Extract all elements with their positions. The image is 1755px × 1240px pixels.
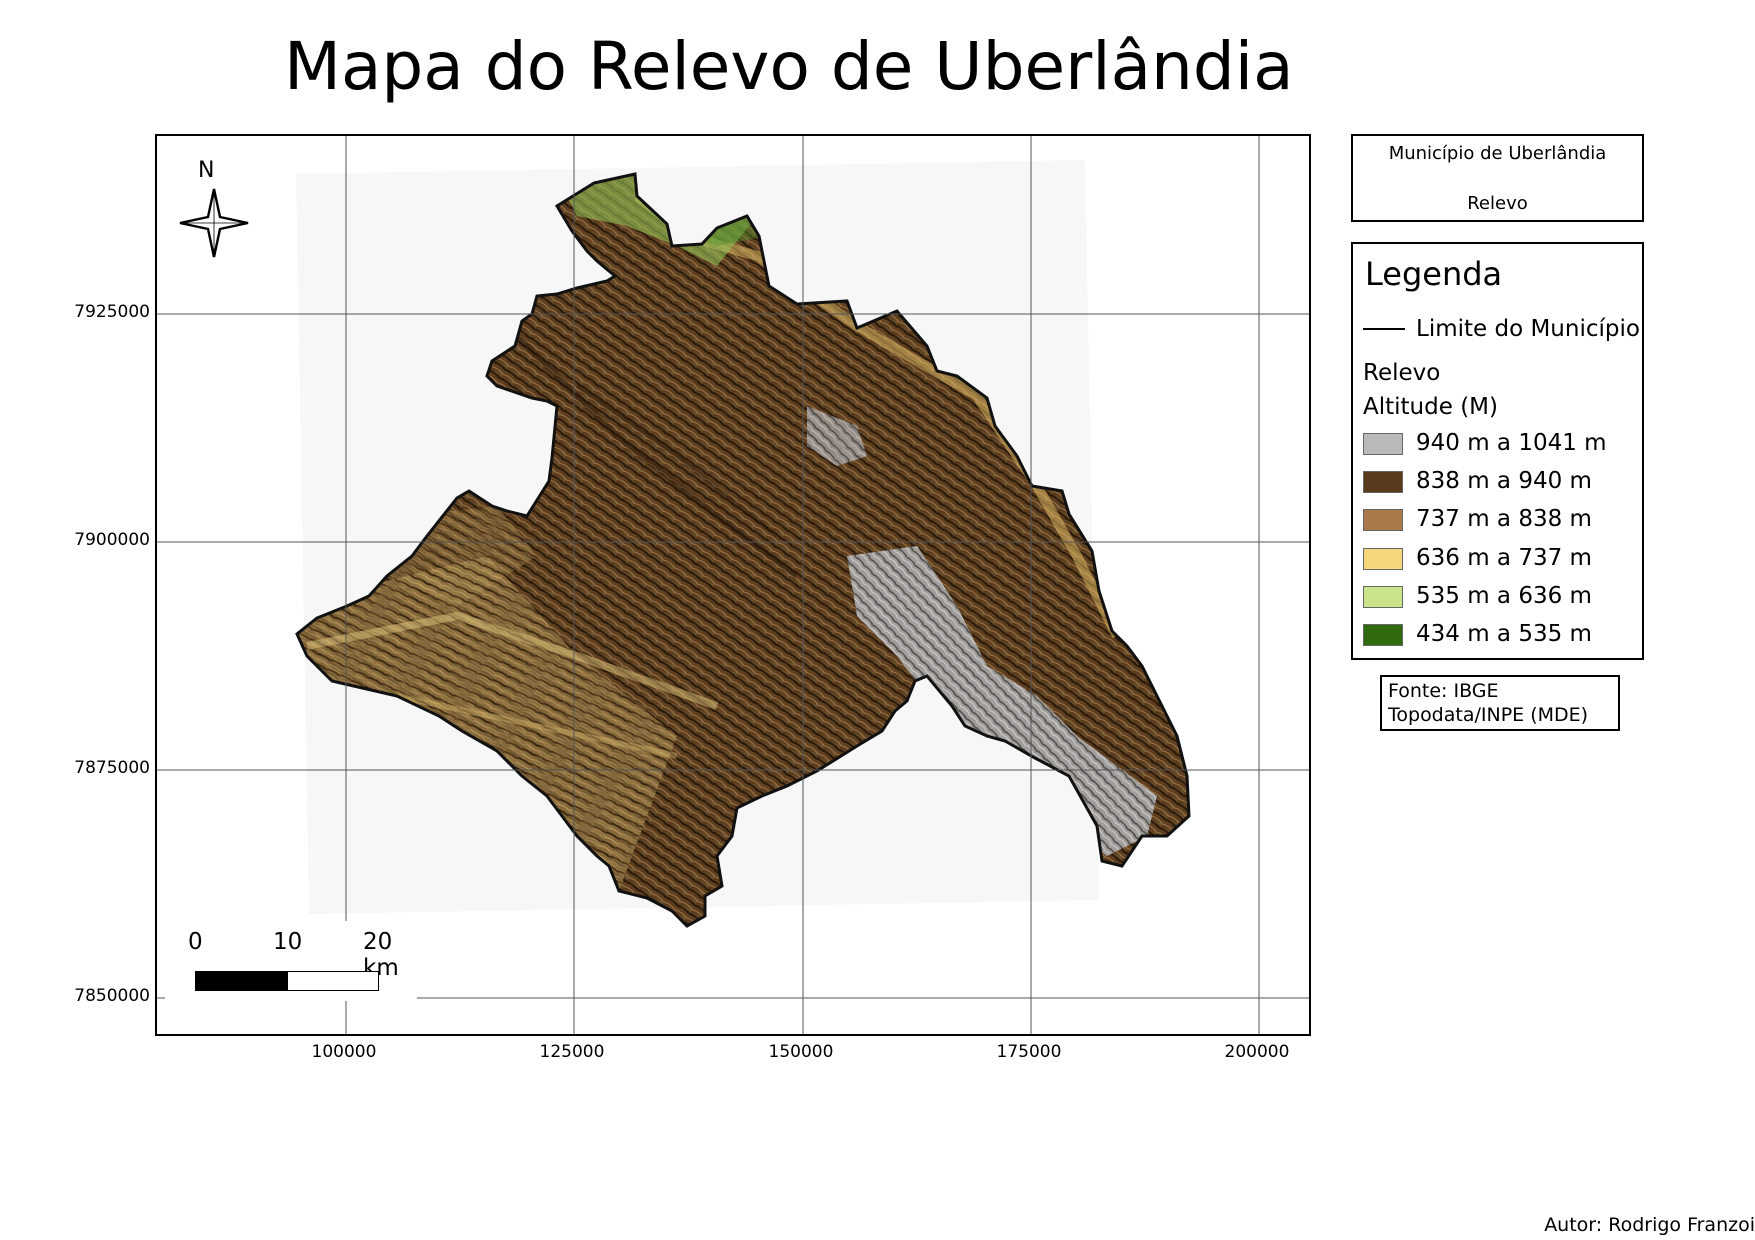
- legend-swatch-838-940: [1363, 471, 1403, 493]
- north-arrow-label: N: [198, 158, 215, 183]
- legend-class-535-636: 535 m a 636 m: [1416, 583, 1592, 609]
- legend-class-940-1041: 940 m a 1041 m: [1416, 430, 1607, 456]
- source-line-2: Topodata/INPE (MDE): [1388, 704, 1589, 726]
- x-tick-200000: 200000: [1224, 1042, 1290, 1062]
- relief-map[interactable]: [157, 136, 1311, 1036]
- legend-swatch-434-535: [1363, 624, 1403, 646]
- scale-label-10: 10: [273, 929, 303, 955]
- legend-boundary-label: Limite do Município: [1416, 316, 1640, 342]
- x-tick-175000: 175000: [996, 1042, 1062, 1062]
- legend-swatch-535-636: [1363, 586, 1403, 608]
- scale-segment-black: [195, 971, 289, 991]
- legend-swatch-737-838: [1363, 509, 1403, 531]
- boundary-line-symbol: [1363, 328, 1405, 330]
- y-tick-7900000: 7900000: [74, 530, 150, 550]
- legend-title: Legenda: [1365, 255, 1503, 293]
- legend-relief-label: Relevo: [1363, 360, 1441, 386]
- legend-class-434-535: 434 m a 535 m: [1416, 621, 1592, 647]
- x-tick-100000: 100000: [311, 1042, 377, 1062]
- y-tick-7925000: 7925000: [74, 302, 150, 322]
- scale-label-0: 0: [188, 929, 203, 955]
- scale-label-20: 20 km: [363, 929, 399, 981]
- legend-swatch-636-737: [1363, 548, 1403, 570]
- source-line-1: Fonte: IBGE: [1388, 680, 1499, 702]
- x-tick-150000: 150000: [768, 1042, 834, 1062]
- legend-altitude-label: Altitude (M): [1363, 394, 1498, 420]
- north-arrow: [179, 188, 249, 258]
- scale-bar: 0 10 20 km: [165, 921, 417, 1001]
- x-tick-125000: 125000: [539, 1042, 605, 1062]
- info-theme: Relevo: [1467, 193, 1528, 214]
- author-credit: Autor: Rodrigo Franzoi: [1544, 1214, 1755, 1236]
- y-tick-7850000: 7850000: [74, 986, 150, 1006]
- scale-segment-white: [287, 971, 379, 991]
- info-municipality: Município de Uberlândia: [1388, 143, 1607, 164]
- source-box: Fonte: IBGE Topodata/INPE (MDE): [1380, 675, 1620, 731]
- legend-class-737-838: 737 m a 838 m: [1416, 506, 1592, 532]
- legend-class-838-940: 838 m a 940 m: [1416, 468, 1592, 494]
- legend-class-636-737: 636 m a 737 m: [1416, 545, 1592, 571]
- y-tick-7875000: 7875000: [74, 758, 150, 778]
- legend-swatch-940-1041: [1363, 433, 1403, 455]
- page-title: Mapa do Relevo de Uberlândia: [284, 28, 1294, 105]
- map-frame[interactable]: N 0 10 20 km: [155, 134, 1311, 1036]
- info-box: Município de Uberlândia Relevo: [1351, 134, 1644, 222]
- legend: Legenda Limite do Município Relevo Altit…: [1351, 242, 1644, 660]
